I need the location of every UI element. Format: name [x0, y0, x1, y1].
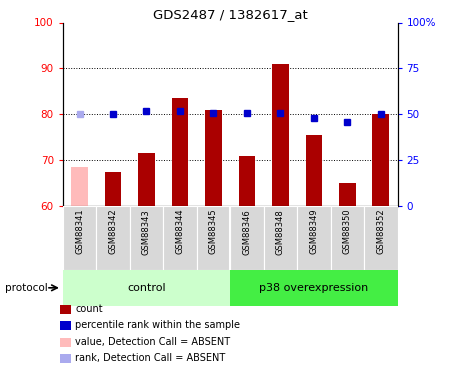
Text: value, Detection Call = ABSENT: value, Detection Call = ABSENT: [75, 337, 231, 347]
Text: GSM88342: GSM88342: [108, 209, 118, 254]
Text: GSM88343: GSM88343: [142, 209, 151, 255]
Bar: [63, 270, 230, 306]
Bar: [372, 114, 389, 206]
Bar: [197, 206, 230, 270]
Bar: [130, 206, 163, 270]
Text: control: control: [127, 283, 166, 293]
Bar: [163, 206, 197, 270]
Title: GDS2487 / 1382617_at: GDS2487 / 1382617_at: [153, 8, 307, 21]
Bar: [230, 206, 264, 270]
Text: GSM88352: GSM88352: [376, 209, 385, 254]
Bar: [105, 172, 121, 206]
Text: GSM88345: GSM88345: [209, 209, 218, 254]
Text: GSM88348: GSM88348: [276, 209, 285, 255]
Text: GSM88344: GSM88344: [175, 209, 185, 254]
Bar: [306, 135, 322, 206]
Bar: [96, 206, 130, 270]
Bar: [63, 206, 96, 270]
Bar: [239, 156, 255, 206]
Text: GSM88341: GSM88341: [75, 209, 84, 254]
Text: GSM88346: GSM88346: [242, 209, 252, 255]
Bar: [230, 270, 398, 306]
Bar: [138, 153, 155, 206]
Bar: [364, 206, 398, 270]
Text: count: count: [75, 304, 103, 314]
Text: percentile rank within the sample: percentile rank within the sample: [75, 321, 240, 330]
Bar: [172, 98, 188, 206]
Text: GSM88349: GSM88349: [309, 209, 319, 254]
Bar: [331, 206, 364, 270]
Bar: [339, 183, 356, 206]
Bar: [272, 64, 289, 206]
Text: p38 overexpression: p38 overexpression: [259, 283, 368, 293]
Bar: [71, 167, 88, 206]
Bar: [205, 110, 222, 206]
Bar: [297, 206, 331, 270]
Text: rank, Detection Call = ABSENT: rank, Detection Call = ABSENT: [75, 354, 226, 363]
Bar: [264, 206, 297, 270]
Text: protocol: protocol: [5, 283, 47, 292]
Text: GSM88350: GSM88350: [343, 209, 352, 254]
